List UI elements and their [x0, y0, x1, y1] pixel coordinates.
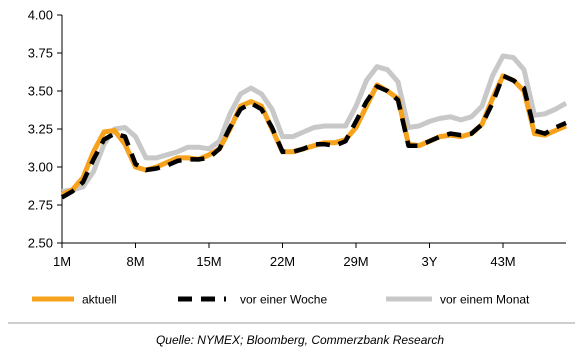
y-tick-label: 3.00: [28, 160, 53, 175]
x-tick-label: 15M: [196, 254, 221, 269]
x-tick-label: 8M: [126, 254, 144, 269]
series-line-vor-einem-monat: [61, 53, 568, 194]
source-note: Quelle: NYMEX; Bloomberg, Commerzbank Re…: [156, 333, 444, 347]
legend: aktuell vor einer Woche vor einem Monat: [32, 293, 530, 307]
y-tick-label: 4.00: [28, 8, 53, 23]
y-tick-label: 2.75: [28, 198, 53, 213]
y-tick-label: 3.75: [28, 46, 53, 61]
y-tick-label: 3.50: [28, 84, 53, 99]
plot-lines: [60, 53, 568, 200]
x-axis: 1M 8M 15M 22M 29M 3Y 43M: [53, 242, 566, 269]
legend-label: aktuell: [82, 293, 117, 307]
y-axis: 2.50 2.75 3.00 3.25 3.50 3.75 4.00: [28, 8, 63, 251]
x-tick-label: 43M: [490, 254, 515, 269]
series-line-vor-einer-woche: [60, 73, 567, 200]
x-tick-label: 3Y: [422, 254, 438, 269]
x-tick-label: 22M: [270, 254, 295, 269]
series-line-aktuell: [60, 73, 567, 197]
x-tick-label: 1M: [53, 254, 71, 269]
x-tick-label: 29M: [343, 254, 368, 269]
y-tick-label: 2.50: [28, 236, 53, 251]
legend-label: vor einem Monat: [440, 293, 530, 307]
legend-label: vor einer Woche: [240, 293, 327, 307]
y-tick-label: 3.25: [28, 122, 53, 137]
